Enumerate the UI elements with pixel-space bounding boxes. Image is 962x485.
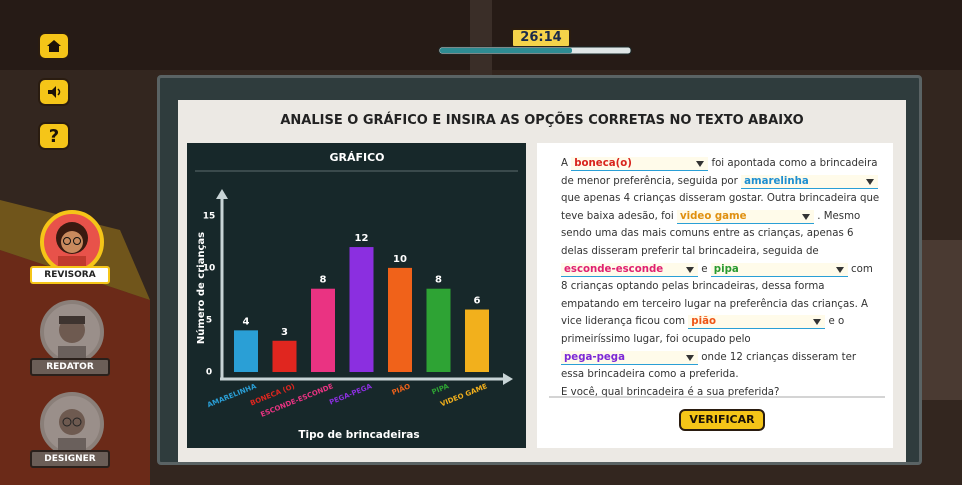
sound-icon [46, 85, 62, 99]
progress-bar [438, 46, 633, 56]
game-screen: 26:14 ? REVISORA REDATOR DESIGNER ANALIS… [0, 0, 962, 485]
value-label: 12 [355, 233, 369, 244]
bar [465, 310, 489, 372]
dropdown-arrow [866, 179, 874, 185]
home-button[interactable] [38, 32, 70, 60]
dropdown-arrow [802, 214, 810, 220]
x-tick-label: PIPA [431, 382, 451, 396]
dropdown[interactable]: pião [688, 315, 825, 329]
dropdown[interactable]: boneca(o) [571, 157, 708, 171]
y-tick-label: 5 [206, 315, 212, 325]
bar [311, 289, 335, 372]
passage: A boneca(o) foi apontada como a brincade… [561, 155, 881, 401]
x-tick-label: PEGA-PEGA [328, 382, 373, 407]
avatar-face [44, 214, 100, 270]
chart-panel: GRÁFICO Número de crianças Tipo de brinc… [187, 143, 526, 448]
avatar-face [44, 396, 100, 452]
y-axis-arrow [216, 189, 228, 199]
bar [388, 268, 412, 372]
x-axis-arrow [503, 373, 513, 385]
role-label: DESIGNER [30, 450, 110, 468]
y-axis-label: Número de crianças [195, 232, 207, 344]
value-label: 6 [474, 296, 481, 307]
bar [234, 330, 258, 372]
x-tick-label: PIÃO [390, 381, 411, 397]
dropdown-value: pega-pega [564, 352, 625, 363]
dropdown-arrow [836, 267, 844, 273]
value-label: 10 [393, 254, 407, 265]
bar [427, 289, 451, 372]
avatar-redator[interactable] [40, 300, 104, 364]
dropdown[interactable]: amarelinha [741, 175, 878, 189]
dropdown[interactable]: pipa [711, 263, 848, 277]
value-label: 8 [435, 275, 442, 286]
dropdown-value: video game [680, 211, 747, 222]
help-button[interactable]: ? [38, 122, 70, 150]
y-tick-label: 15 [203, 211, 216, 221]
role-label: REVISORA [30, 266, 110, 284]
avatar-face [44, 304, 100, 360]
y-tick-label: 10 [203, 263, 216, 273]
value-label: 4 [243, 316, 250, 327]
y-tick-label: 0 [206, 368, 212, 378]
dropdown[interactable]: pega-pega [561, 351, 698, 365]
timer: 26:14 [511, 28, 571, 48]
dropdown-arrow [696, 161, 704, 167]
passage-text: A [561, 158, 568, 169]
dropdown[interactable]: esconde-esconde [561, 263, 698, 277]
value-label: 8 [320, 275, 327, 286]
dropdown-value: pião [691, 316, 716, 327]
dropdown[interactable]: video game [677, 210, 814, 224]
dropdown-value: amarelinha [744, 176, 809, 187]
dropdown-value: pipa [714, 264, 739, 275]
dropdown-arrow [686, 267, 694, 273]
bar [273, 341, 297, 372]
chart-title: GRÁFICO [329, 151, 384, 164]
verify-button[interactable]: VERIFICAR [679, 409, 765, 431]
divider [549, 395, 885, 399]
panel-title: ANALISE O GRÁFICO E INSIRA AS OPÇÕES COR… [178, 113, 906, 128]
value-label: 3 [281, 327, 288, 338]
dropdown-arrow [813, 319, 821, 325]
x-axis-label: Tipo de brincadeiras [298, 429, 419, 441]
dropdown-value: boneca(o) [574, 158, 632, 169]
sound-button[interactable] [38, 78, 70, 106]
avatar-revisora[interactable] [40, 210, 104, 274]
home-icon [46, 39, 62, 53]
x-tick-label: ESCONDE-ESCONDE [260, 382, 335, 419]
passage-text: e [701, 264, 707, 275]
dropdown-arrow [686, 355, 694, 361]
text-panel: A boneca(o) foi apontada como a brincade… [537, 143, 893, 448]
role-label: REDATOR [30, 358, 110, 376]
dropdown-value: esconde-esconde [564, 264, 663, 275]
bar [350, 247, 374, 372]
avatar-designer[interactable] [40, 392, 104, 456]
chart: GRÁFICO Número de crianças Tipo de brinc… [187, 143, 526, 448]
